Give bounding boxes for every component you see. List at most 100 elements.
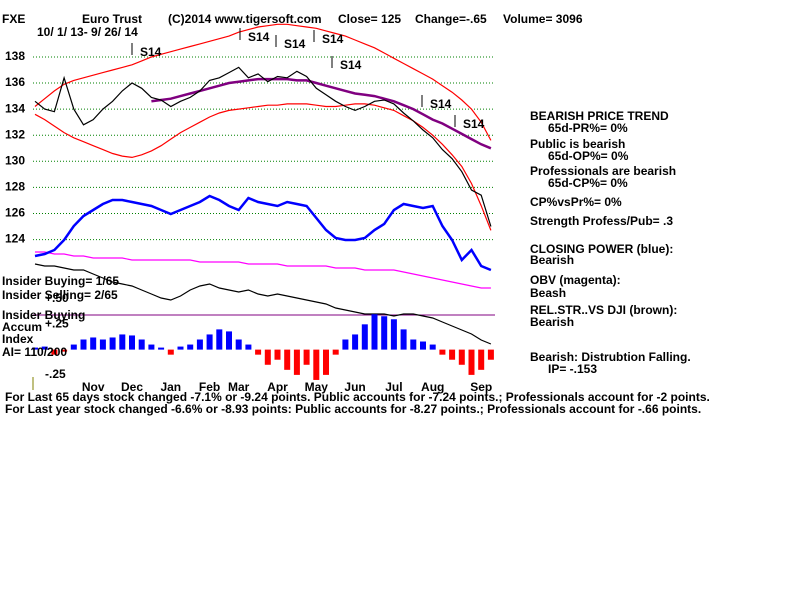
accum-bar	[196, 339, 203, 350]
status-text: REL.STR..VS DJI (brown):	[530, 303, 677, 317]
accum-bar	[390, 319, 397, 350]
accum-bar	[41, 346, 48, 350]
y-tick-label: 126	[5, 206, 25, 220]
status-text: Bearish: Distrubtion Falling.	[530, 350, 691, 364]
status-text: Beash	[530, 286, 566, 300]
signal-label: S14	[284, 37, 306, 51]
status-text: 65d-OP%= 0%	[548, 149, 629, 163]
indicator-label: Insider Buying= 1/65	[2, 274, 119, 288]
accum-bar	[129, 335, 135, 350]
accum-bar	[177, 346, 184, 350]
x-tick-label: Sep	[470, 380, 492, 394]
accum-bar	[313, 349, 320, 380]
accum-bar	[361, 324, 368, 350]
accum-bar	[274, 349, 281, 360]
signal-label: S14	[322, 32, 344, 46]
symbol: FXE	[2, 12, 25, 26]
x-tick-label: Mar	[228, 380, 250, 394]
status-text: Public is bearish	[530, 137, 625, 151]
status-text: IP= -.153	[548, 362, 597, 376]
accum-bar	[61, 349, 68, 352]
series-line	[34, 103, 492, 231]
accum-bar	[352, 334, 359, 350]
status-text: Strength Profess/Pub= .3	[530, 214, 673, 228]
status-text: 65d-PR%= 0%	[548, 121, 628, 135]
y-tick-label: +.50	[45, 291, 69, 305]
accum-bar	[148, 344, 155, 350]
signal-label: S14	[430, 97, 452, 111]
accum-bar	[216, 329, 223, 350]
series-line	[151, 77, 492, 150]
footer-line: For Last 65 days stock changed -7.1% or …	[5, 390, 710, 404]
accum-bar	[119, 334, 126, 350]
accum-bar	[468, 349, 475, 375]
y-tick-label: 136	[5, 75, 25, 89]
accum-bar	[206, 334, 213, 350]
accum-bar	[323, 349, 329, 375]
x-tick-label: Apr	[267, 380, 288, 394]
close: Close= 125	[338, 12, 401, 26]
series-line	[34, 263, 492, 345]
x-tick-label: Jan	[160, 380, 181, 394]
date-range: 10/ 1/ 13- 9/ 26/ 14	[37, 25, 138, 39]
accum-bar	[80, 339, 87, 350]
indicator-label: Index	[2, 332, 34, 346]
status-text: 65d-CP%= 0%	[548, 176, 628, 190]
x-tick-label: Feb	[199, 380, 220, 394]
accum-bar	[138, 339, 145, 350]
indicator-label: AI= 110/200	[2, 345, 67, 359]
accum-bar	[371, 314, 378, 350]
fund-name: Euro Trust	[82, 12, 142, 26]
status-text: CP%vsPr%= 0%	[530, 195, 622, 209]
accum-bar	[381, 316, 388, 350]
x-tick-label: Jun	[344, 380, 365, 394]
signal-label: S14	[463, 117, 485, 131]
accum-bar	[226, 331, 232, 350]
x-tick-label: Jul	[385, 380, 402, 394]
y-tick-label: 124	[5, 232, 25, 246]
y-tick-label: 128	[5, 180, 25, 194]
accum-bar	[187, 344, 194, 350]
series-line	[35, 251, 491, 289]
accum-bar	[303, 349, 310, 365]
accum-bar	[284, 349, 291, 370]
y-tick-label: -.25	[45, 367, 66, 381]
accum-bar	[293, 349, 300, 375]
change: Change=-.65	[415, 12, 487, 26]
accum-bar	[420, 341, 426, 350]
y-tick-label: 138	[5, 49, 25, 63]
accum-bar	[109, 337, 116, 350]
x-tick-label: Aug	[421, 380, 444, 394]
accum-bar	[235, 339, 242, 350]
series-line	[34, 194, 492, 272]
accum-bar	[400, 329, 407, 350]
accum-bar	[245, 344, 252, 350]
y-tick-label: 132	[5, 127, 25, 141]
status-text: BEARISH PRICE TREND	[530, 109, 669, 123]
status-text: OBV (magenta):	[530, 273, 621, 287]
accum-bar	[449, 349, 456, 360]
accum-bar	[32, 347, 38, 350]
accum-bar	[51, 349, 58, 355]
y-tick-label: 134	[5, 101, 25, 115]
accum-bar	[478, 349, 485, 370]
status-text: CLOSING POWER (blue):	[530, 242, 673, 256]
x-tick-label: May	[305, 380, 329, 394]
accum-bar	[410, 339, 417, 350]
y-tick-label: +.25	[45, 317, 69, 331]
status-text: Bearish	[530, 253, 574, 267]
signal-label: S14	[248, 30, 270, 44]
series-line	[34, 66, 492, 227]
indicator-label: Insider Selling= 2/65	[2, 288, 118, 302]
accum-bar	[264, 349, 271, 365]
accum-bar	[487, 349, 494, 360]
accum-bar	[167, 349, 174, 355]
volume: Volume= 3096	[503, 12, 583, 26]
signal-label: S14	[140, 45, 162, 59]
source: (C)2014 www.tigersoft.com	[168, 12, 322, 26]
accum-bar	[255, 349, 262, 355]
x-tick-label: Dec	[121, 380, 143, 394]
accum-bar	[158, 347, 165, 350]
